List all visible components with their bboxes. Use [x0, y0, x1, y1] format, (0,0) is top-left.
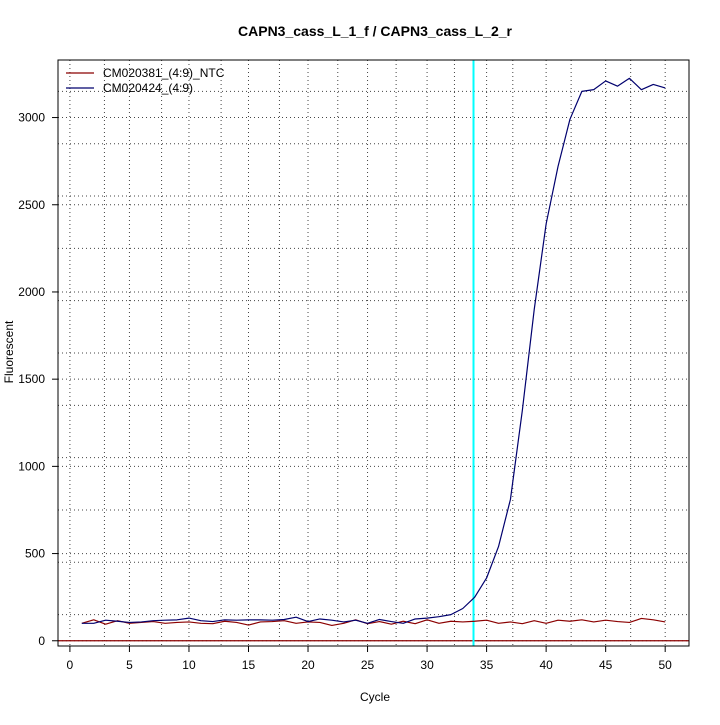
x-tick-label: 20	[301, 658, 315, 672]
legend-label-2: CM020424_(4:9)	[103, 81, 193, 95]
x-tick-label: 50	[659, 658, 673, 672]
x-tick-label: 25	[361, 658, 375, 672]
x-tick-label: 10	[182, 658, 196, 672]
y-tick-label: 1500	[18, 372, 45, 386]
y-tick-label: 500	[25, 547, 45, 561]
x-tick-label: 15	[242, 658, 256, 672]
series-line-1	[81, 617, 666, 627]
x-tick-label: 30	[420, 658, 434, 672]
legend-label-1: CM020381_(4:9)_NTC	[103, 66, 225, 80]
y-tick-label: 3000	[18, 111, 45, 125]
y-tick-label: 1000	[18, 459, 45, 473]
x-tick-label: 5	[126, 658, 133, 672]
y-tick-label: 2000	[18, 285, 45, 299]
y-tick-label: 2500	[18, 198, 45, 212]
x-axis-ticks: 0 5 10 15 20 25 30 35 40 45 50	[67, 646, 673, 672]
x-tick-label: 35	[480, 658, 494, 672]
y-tick-label: 0	[38, 634, 45, 648]
plot-frame	[57, 59, 690, 647]
y-axis-ticks: 0 500 1000 1500 2000 2500 3000	[18, 111, 58, 648]
series-layer	[81, 77, 666, 627]
grid-lines	[58, 60, 689, 646]
x-tick-label: 0	[67, 658, 74, 672]
series-line-2	[81, 77, 666, 624]
x-tick-label: 40	[539, 658, 553, 672]
x-axis-label: Cycle	[360, 690, 390, 704]
chart-title: CAPN3_cass_L_1_f / CAPN3_cass_L_2_r	[238, 23, 512, 39]
x-tick-label: 45	[599, 658, 613, 672]
y-axis-label: Fluorescent	[2, 320, 16, 383]
